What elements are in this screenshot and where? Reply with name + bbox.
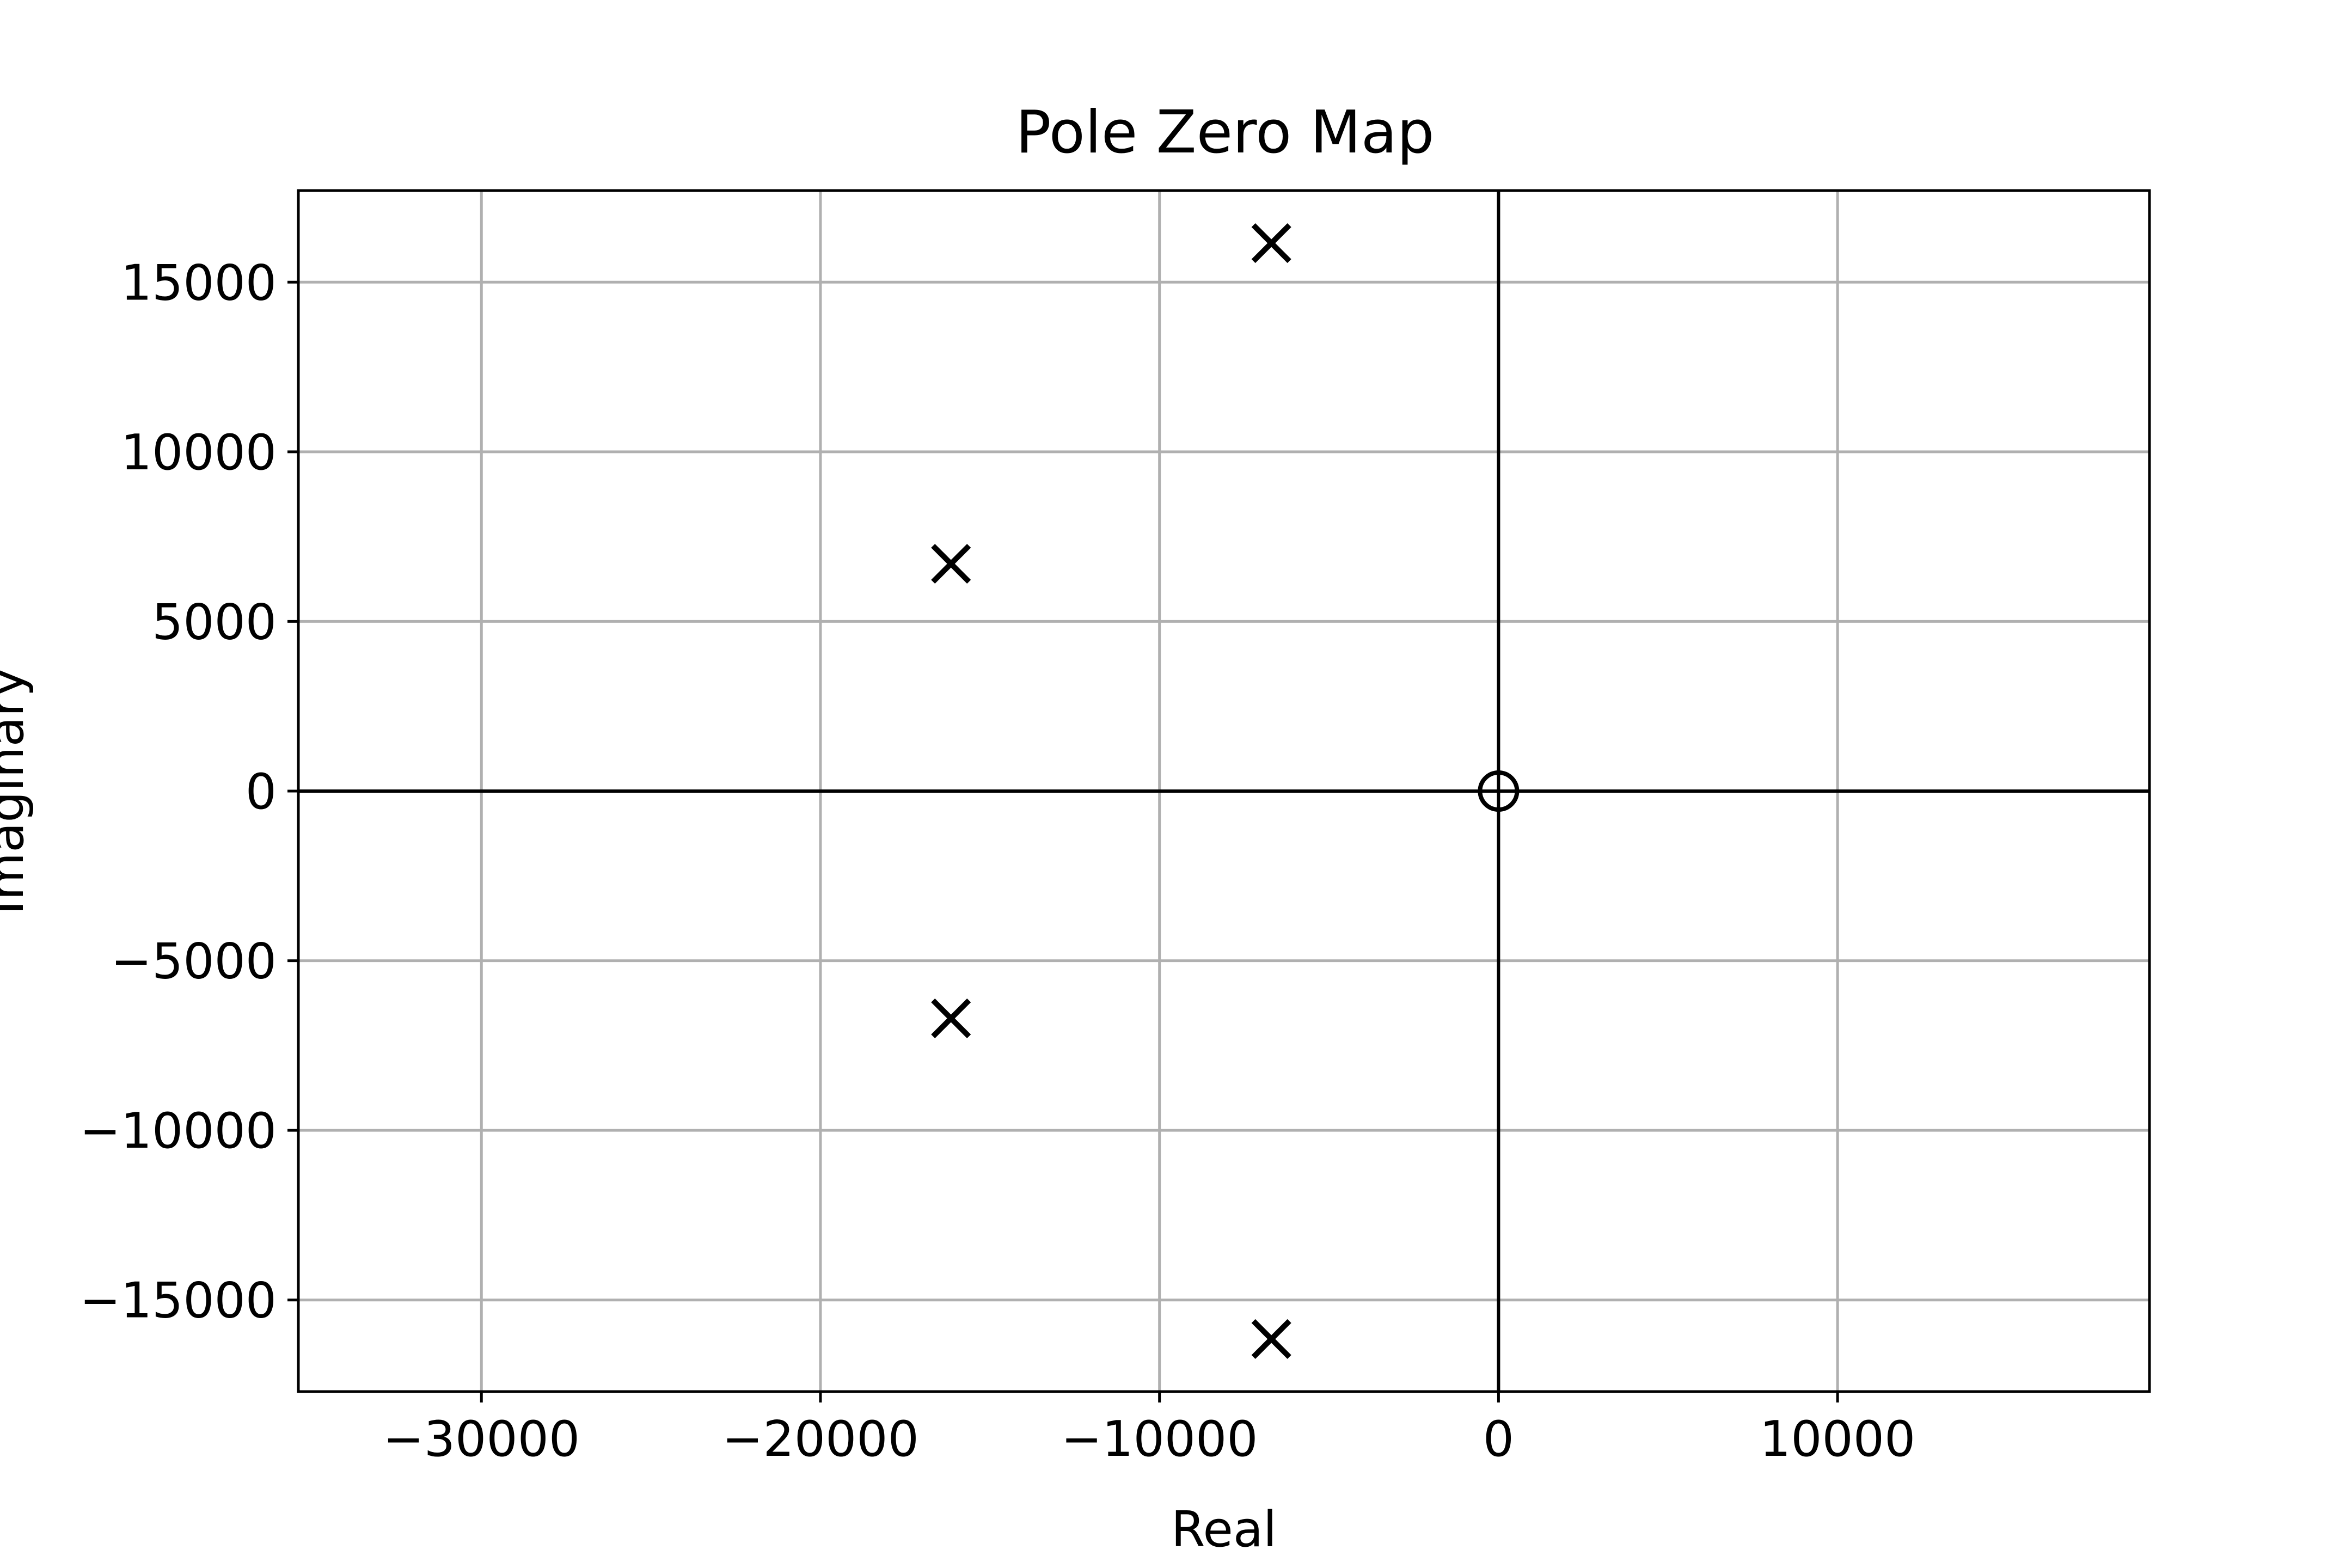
pole-marker-stroke <box>931 998 971 1039</box>
pole-marker-stroke <box>1251 1319 1291 1359</box>
x-tick-label: 0 <box>1483 1411 1514 1468</box>
y-tick-label: 15000 <box>121 254 277 311</box>
y-tick-label: 5000 <box>152 593 277 651</box>
y-axis-title: Imaginary <box>0 667 35 915</box>
y-axis-ticks: 15000 10000 5000 0 −5000 −10000 −15000 <box>79 254 298 1330</box>
data-marks <box>931 223 1520 1359</box>
reference-lines <box>298 191 2149 1392</box>
y-tick-label: −10000 <box>79 1102 277 1160</box>
y-tick-label: 10000 <box>121 424 277 481</box>
x-axis-title: Real <box>1171 1501 1277 1558</box>
pole-marker <box>1251 1319 1291 1359</box>
pole-marker <box>931 998 971 1039</box>
y-tick-label: 0 <box>246 763 277 820</box>
x-tick-label: −30000 <box>383 1411 580 1468</box>
x-tick-label: −20000 <box>722 1411 919 1468</box>
zero-marker <box>1478 770 1520 812</box>
pole-marker <box>1251 223 1291 264</box>
chart-title: Pole Zero Map <box>1016 99 1435 167</box>
pole-marker-stroke <box>931 543 971 584</box>
pole-marker <box>931 543 971 584</box>
x-tick-label: 10000 <box>1760 1411 1915 1468</box>
pole-marker-stroke <box>1251 223 1291 264</box>
y-tick-label: −15000 <box>79 1272 277 1330</box>
x-tick-label: −10000 <box>1061 1411 1258 1468</box>
y-tick-label: −5000 <box>111 933 277 990</box>
x-axis-ticks: −30000 −20000 −10000 0 10000 <box>383 1392 1915 1468</box>
